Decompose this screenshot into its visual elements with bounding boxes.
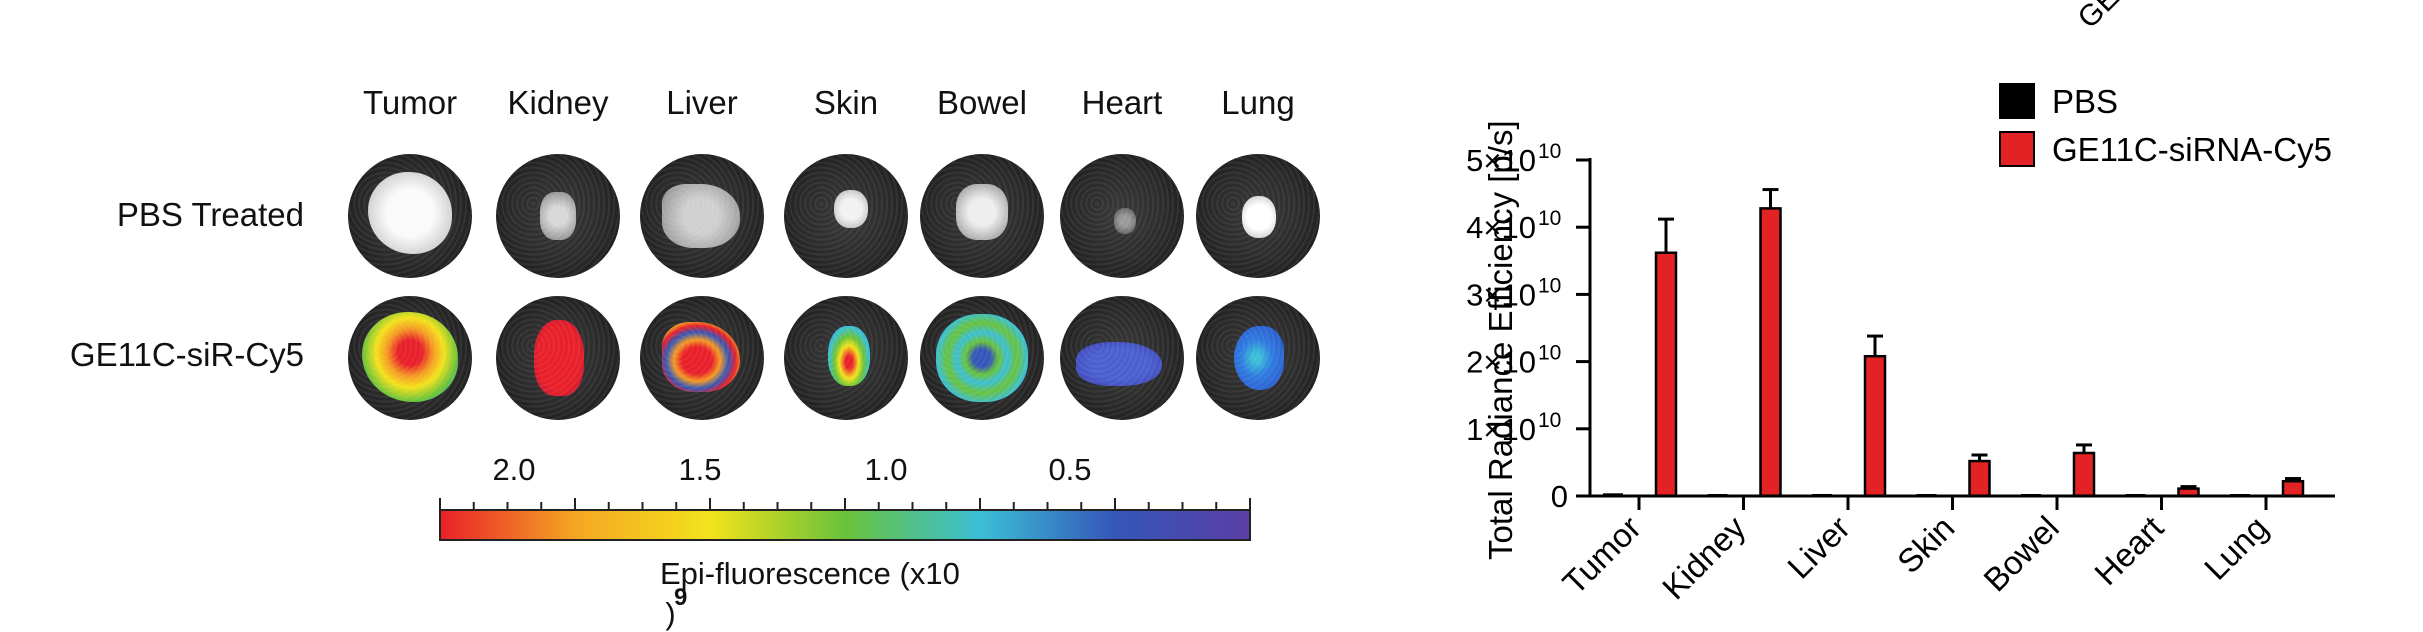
y-tick-label: 5×10: [1466, 143, 1536, 178]
y-tick-exponent: 10: [1538, 207, 1561, 230]
y-tick-label: 0: [1551, 479, 1568, 514]
y-tick-label: 4×10: [1466, 210, 1536, 245]
x-tick-label-liver: Liver: [1780, 509, 1857, 586]
legend-label-ge11c: GE11C-siRNA-Cy5: [2052, 131, 2332, 168]
organ-kidney-ge11c: [534, 320, 584, 396]
dish-ge11c-lung: [1196, 296, 1320, 420]
colorbar: [439, 498, 1251, 541]
x-tick-label-tumor: Tumor: [1555, 509, 1648, 602]
dish-pbs-kidney: [496, 154, 620, 278]
dish-ge11c-tumor: [348, 296, 472, 420]
bar-ge11c-skin: [1968, 459, 1991, 498]
y-tick-exponent: 10: [1538, 342, 1561, 365]
y-tick-exponent: 10: [1538, 274, 1561, 297]
row-label-ge11c: GE11C-siR-Cy5: [69, 336, 304, 373]
dish-ge11c-heart: [1060, 296, 1184, 420]
x-axis-ticks: Tumor Kidney Liver Skin Bowel Heart Lung: [1555, 496, 2275, 606]
bar-ge11c-kidney: [1759, 207, 1782, 498]
colorbar-tick-label: 0.5: [1048, 452, 1092, 487]
organ-liver-ge11c: [662, 322, 740, 392]
y-tick-label: 1×10: [1466, 412, 1536, 447]
organ-kidney-pbs: [540, 192, 576, 240]
organ-skin-pbs: [834, 190, 868, 228]
x-tick-label-bowel: Bowel: [1976, 509, 2066, 599]
organ-heart-pbs: [1114, 208, 1136, 234]
organ-lung-ge11c: [1234, 326, 1284, 390]
colorbar-label: Epi-fluorescence (x10 9): [660, 556, 984, 632]
dish-pbs-liver: [640, 154, 764, 278]
y-tick-label: 2×10: [1466, 345, 1536, 380]
colorbar-label-close: ): [665, 596, 676, 632]
organ-tumor-pbs: [368, 172, 452, 254]
column-label-bowel: Bowel: [937, 84, 1027, 121]
legend-swatch-pbs: [1999, 83, 2035, 119]
column-label-lung: Lung: [1221, 84, 1295, 121]
colorbar-tick-label: 1.0: [864, 452, 908, 487]
column-label-kidney: Kidney: [507, 84, 609, 121]
y-tick-label: 3×10: [1466, 277, 1536, 312]
dish-pbs-tumor: [348, 154, 472, 278]
colorbar-ticks: [439, 498, 1251, 510]
bars: [1603, 188, 2305, 498]
y-tick-exponent: 10: [1538, 409, 1561, 432]
colorbar-gradient: [439, 509, 1251, 541]
dish-ge11c-bowel: [920, 296, 1044, 420]
dish-pbs-lung: [1196, 154, 1320, 278]
column-label-tumor: Tumor: [362, 84, 458, 121]
colorbar-label-text: Epi-fluorescence (x10: [660, 556, 960, 591]
bar-ge11c-tumor: [1654, 251, 1678, 498]
row-label-pbs: PBS Treated: [116, 196, 304, 233]
x-tick-label-lung: Lung: [2197, 509, 2275, 587]
column-label-skin: Skin: [813, 84, 879, 121]
legend-swatch-ge11c: [1999, 131, 2035, 167]
y-tick-exponent: 10: [1538, 140, 1561, 163]
y-axis-ticks: 01×10 102×10 103×10 104×10 105×10 10: [1466, 140, 1590, 514]
bar-ge11c-liver: [1863, 354, 1887, 498]
bar-ge11c-lung: [2281, 479, 2305, 498]
organ-lung-pbs: [1242, 196, 1276, 238]
x-tick-label-kidney: Kidney: [1655, 508, 1753, 606]
organ-bowel-pbs: [956, 184, 1008, 240]
x-tick-label-skin: Skin: [1890, 509, 1962, 581]
dish-ge11c-skin: [784, 296, 908, 420]
organ-bowel-ge11c: [936, 314, 1028, 402]
bar-chart: GE Total Radiance Efficiency [p/s] 0 1×10…: [1466, 0, 2335, 606]
dish-pbs-skin: [784, 154, 908, 278]
colorbar-tick-label: 1.5: [678, 452, 722, 487]
dish-pbs-heart: [1060, 154, 1184, 278]
x-tick-label-heart: Heart: [2087, 509, 2170, 592]
legend-label-pbs: PBS: [2052, 83, 2118, 120]
colorbar-label-exponent: 9: [674, 584, 688, 611]
organ-liver-pbs: [662, 184, 740, 248]
y-axis-label: Total Radiance Efficiency [p/s]: [1482, 120, 1519, 560]
legend: PBS GE11C-siRNA-Cy5: [1999, 83, 2332, 168]
dish-ge11c-kidney: [496, 296, 620, 420]
column-label-heart: Heart: [1081, 84, 1163, 121]
dish-pbs-bowel: [920, 154, 1044, 278]
clipped-top-text: GE: [2072, 0, 2126, 35]
column-label-liver: Liver: [666, 84, 738, 121]
organ-skin-ge11c: [828, 326, 870, 386]
dish-ge11c-liver: [640, 296, 764, 420]
organ-heart-ge11c: [1076, 342, 1162, 386]
colorbar-tick-label: 2.0: [492, 452, 536, 487]
bar-ge11c-bowel: [2072, 451, 2096, 498]
organ-tumor-ge11c: [362, 312, 458, 402]
